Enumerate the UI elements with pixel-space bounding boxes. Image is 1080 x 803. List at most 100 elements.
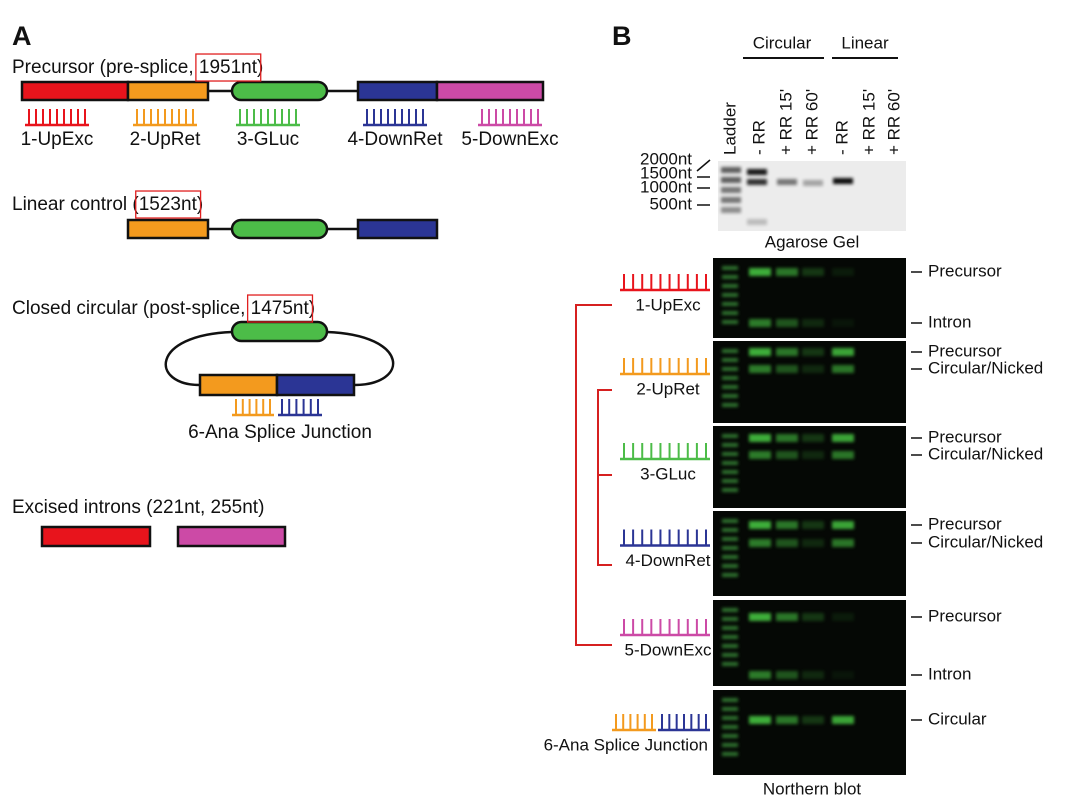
gluc (230, 320, 329, 343)
ladder-band (722, 284, 738, 288)
highlight-box (195, 53, 262, 82)
title-text: Precursor (pre-splice, (12, 57, 199, 78)
probe-brackets (575, 304, 612, 646)
probe-label: 3-GLuc (640, 464, 696, 483)
exon (435, 80, 545, 102)
ladder-band (722, 452, 738, 456)
blot-band (832, 365, 854, 373)
blot-band (832, 521, 854, 529)
probe-label: 1-UpExc (635, 295, 701, 314)
probe-label: 2-UpRet (130, 129, 201, 150)
probe-label: 6-Ana Splice Junction (544, 735, 708, 754)
ladder-band (722, 519, 738, 523)
band-label: Intron (928, 312, 971, 331)
gel-band (721, 197, 741, 203)
precursor-construct (20, 80, 545, 102)
size-tick (696, 159, 711, 172)
size-label: 1000nt (640, 177, 692, 196)
circular-title: Closed circular (post-splice, 1475nt) (12, 298, 315, 319)
ladder-band (722, 644, 738, 648)
linear-title: Linear control (1523nt) (12, 194, 203, 215)
blot-band (776, 434, 798, 442)
exon (356, 80, 439, 102)
blot-band (802, 348, 824, 356)
ladder-band (722, 358, 738, 362)
lane-label: + RR 60' (802, 89, 821, 155)
probe-label: 5-DownExc (461, 129, 558, 150)
probe-label: 3-GLuc (237, 129, 299, 150)
lane-label: + RR 15' (859, 89, 878, 155)
blot-band (802, 671, 824, 679)
blot-band (802, 319, 824, 327)
bracket (597, 389, 612, 566)
exon (275, 373, 356, 397)
gel-band (721, 177, 741, 183)
agarose-gel (718, 161, 906, 231)
exon (126, 80, 210, 102)
ladder-band (722, 403, 738, 407)
introns-title: Excised introns (221nt, 255nt) (12, 497, 264, 518)
blot-band (832, 716, 854, 724)
length: 1475nt (251, 298, 310, 319)
blot-band (776, 613, 798, 621)
gel-band (747, 179, 767, 185)
gel-band (747, 169, 767, 175)
gel-band (747, 219, 767, 225)
ladder-band (722, 302, 738, 306)
blot-band (749, 451, 771, 459)
ladder-band (722, 537, 738, 541)
blot-band (802, 434, 824, 442)
linear-construct (126, 218, 439, 240)
ladder-band (722, 376, 738, 380)
lane-label: - RR (832, 120, 851, 155)
blot-band (776, 451, 798, 459)
band-label: Intron (928, 664, 971, 683)
ladder-band (722, 488, 738, 492)
blot-band (776, 348, 798, 356)
ladder-band (722, 479, 738, 483)
ladder-band (722, 470, 738, 474)
blot-band (749, 434, 771, 442)
blot-band (802, 268, 824, 276)
blot-band (776, 365, 798, 373)
ladder-band (722, 461, 738, 465)
blot-band (749, 365, 771, 373)
ladder-band (722, 716, 738, 720)
band-label: Circular/Nicked (928, 444, 1043, 463)
ladder-band (722, 752, 738, 756)
intron (40, 525, 152, 548)
precursor-title: Precursor (pre-splice, 1951nt) (12, 57, 263, 78)
blot-band (832, 319, 854, 327)
gel-band (721, 207, 741, 213)
blot-band (776, 319, 798, 327)
panel-label: A (12, 21, 32, 51)
gluc (230, 218, 329, 240)
gluc (230, 80, 329, 102)
blot-band (749, 319, 771, 327)
band-label: Circular (928, 709, 987, 728)
panel-label: B (612, 21, 632, 51)
probe-label: 2-UpRet (636, 379, 700, 398)
blot-band (832, 268, 854, 276)
band-label: Precursor (928, 606, 1002, 625)
ladder-band (722, 293, 738, 297)
size-label: 500nt (649, 194, 692, 213)
blot-band (776, 521, 798, 529)
ladder-band (722, 349, 738, 353)
circular-construct (164, 320, 395, 397)
band-label: Precursor (928, 341, 1002, 360)
blot-band (749, 539, 771, 547)
backbone (164, 330, 395, 387)
ladder-band (722, 320, 738, 324)
blot-band (802, 451, 824, 459)
band-label: Precursor (928, 427, 1002, 446)
ladder-band (722, 434, 738, 438)
ladder-band (722, 617, 738, 621)
introns (40, 525, 287, 548)
ladder-band (722, 635, 738, 639)
length: 1951nt (199, 57, 258, 78)
ladder-band (722, 385, 738, 389)
blot-band (802, 716, 824, 724)
ladder-band (722, 546, 738, 550)
blot-band (776, 671, 798, 679)
